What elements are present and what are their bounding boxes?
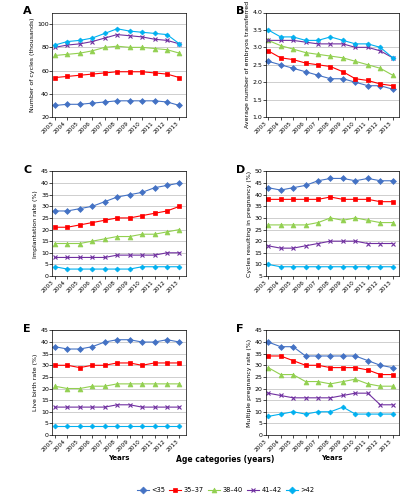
- X-axis label: Years: Years: [322, 456, 343, 462]
- Text: E: E: [23, 324, 31, 334]
- Text: B: B: [236, 6, 245, 16]
- X-axis label: Years: Years: [108, 456, 130, 462]
- Text: C: C: [23, 165, 31, 175]
- Legend: <35, 35–37, 38–40, 41–42, >42: <35, 35–37, 38–40, 41–42, >42: [135, 486, 316, 494]
- Text: F: F: [236, 324, 244, 334]
- Y-axis label: Multiple pregnancy rate (%): Multiple pregnancy rate (%): [247, 338, 251, 427]
- Y-axis label: Live birth rate (%): Live birth rate (%): [33, 354, 38, 412]
- Text: Age categories (years): Age categories (years): [177, 454, 275, 464]
- Y-axis label: Cycles resulting in pregnancy (%): Cycles resulting in pregnancy (%): [247, 170, 251, 277]
- Text: A: A: [23, 6, 32, 16]
- Y-axis label: Implantation rate (%): Implantation rate (%): [33, 190, 38, 258]
- Y-axis label: Average number of embryos transferred: Average number of embryos transferred: [245, 1, 249, 128]
- Y-axis label: Number of cycles (thousands): Number of cycles (thousands): [29, 18, 35, 112]
- Text: D: D: [236, 165, 245, 175]
